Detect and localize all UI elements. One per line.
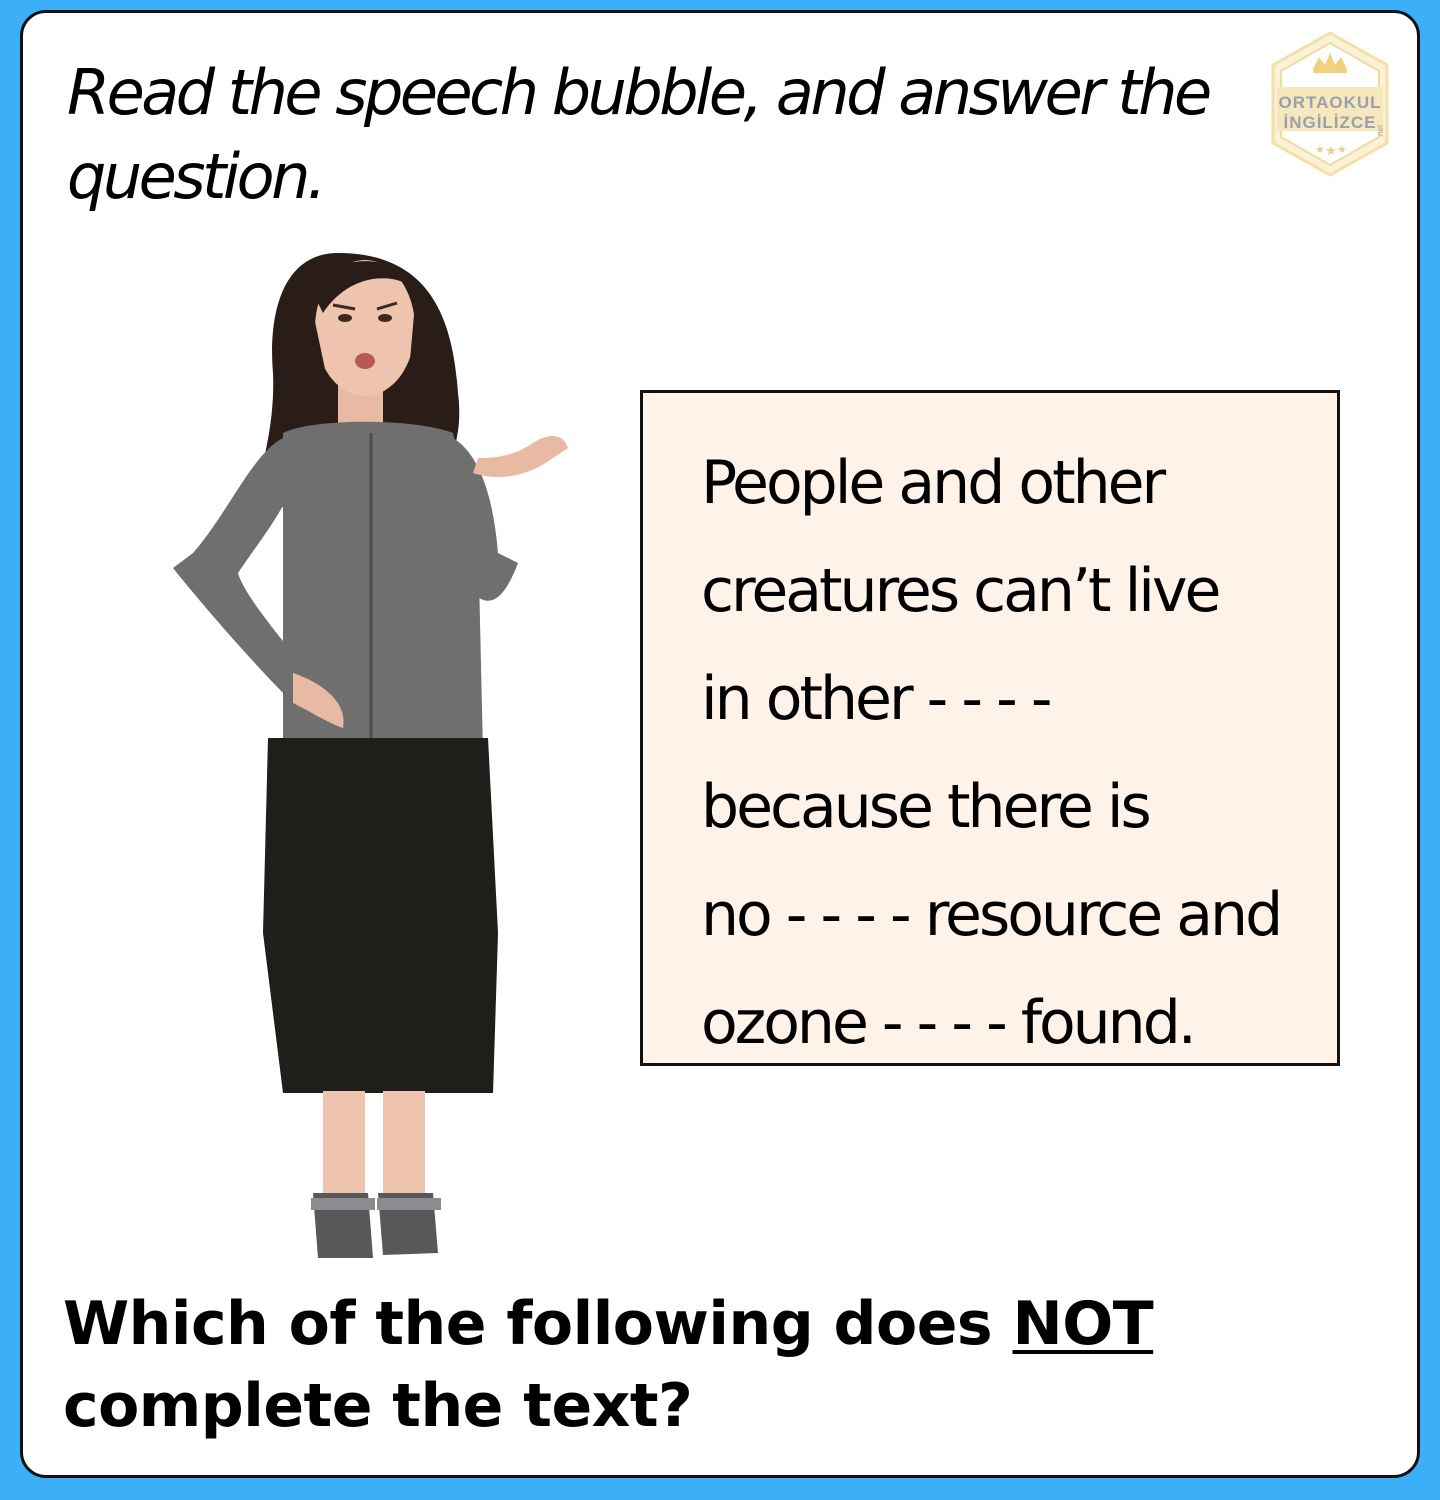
woman-figure-icon xyxy=(173,253,568,1258)
logo-line-1: ORTAOKUL xyxy=(1278,93,1382,112)
question-emphasis: NOT xyxy=(1012,1289,1154,1359)
logo-badge-icon: ★ ★ ★ xyxy=(1271,31,1389,177)
logo-line-2: İNGİLİZCE xyxy=(1283,113,1377,132)
bubble-line: in other - - - - xyxy=(701,664,1053,734)
bubble-line: creatures can’t live xyxy=(701,556,1221,626)
woman-illustration xyxy=(133,233,603,1263)
svg-text:★: ★ xyxy=(1315,143,1325,156)
site-logo: ★ ★ ★ ORTAOKUL İNGİLİZCE .net xyxy=(1267,29,1393,179)
question-part-before: Which of the following does xyxy=(63,1289,1013,1359)
question-text: Which of the following does NOT complete… xyxy=(63,1283,1363,1447)
svg-text:★: ★ xyxy=(1325,144,1337,159)
svg-text:★: ★ xyxy=(1337,143,1347,156)
speech-bubble: People and other creatures can’t live in… xyxy=(640,390,1340,1066)
bubble-line: ozone - - - - found. xyxy=(701,988,1197,1058)
question-card: Read the speech bubble, and answer the q… xyxy=(20,10,1420,1478)
instruction-text: Read the speech bubble, and answer the q… xyxy=(67,56,1212,213)
bubble-line: no - - - - resource and xyxy=(701,880,1283,950)
logo-suffix: .net xyxy=(1375,124,1385,139)
bubble-line: because there is xyxy=(701,772,1152,842)
bubble-line: People and other xyxy=(701,448,1166,518)
question-part-after: complete the text? xyxy=(63,1371,693,1441)
